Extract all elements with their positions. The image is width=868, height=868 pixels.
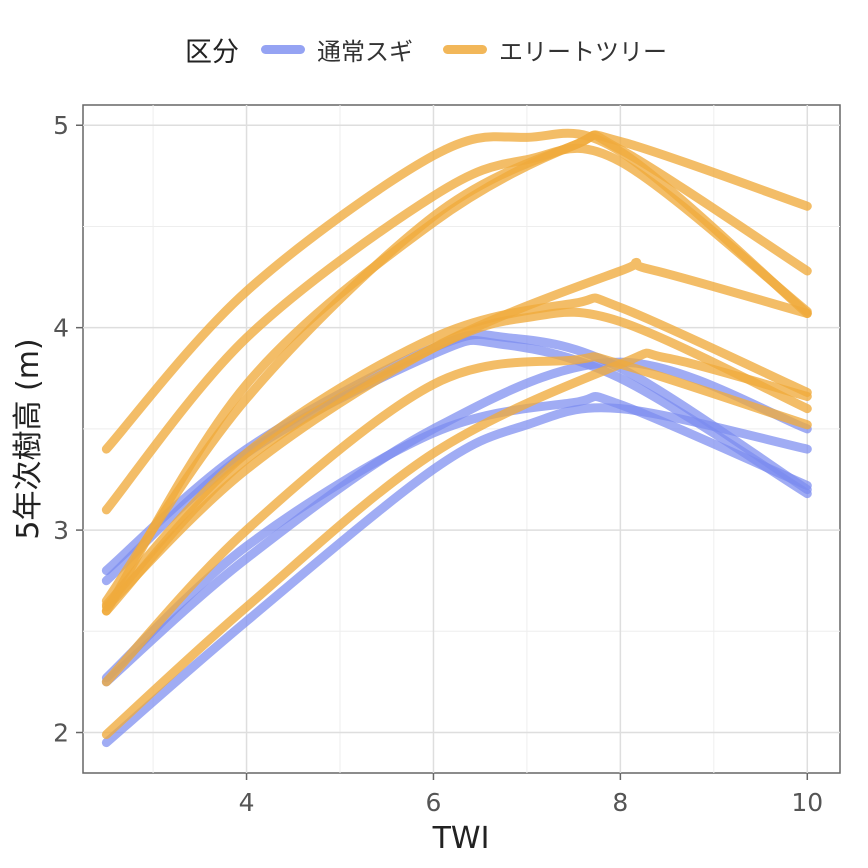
legend-item-normal: 通常スギ [261, 32, 413, 67]
series-line-elite-5 [101, 348, 812, 740]
series-group [101, 128, 812, 748]
x-axis-title: TWI [432, 821, 490, 856]
y-axis-title: 5年次樹高 (m) [11, 338, 46, 539]
series-line-elite-12 [101, 128, 812, 454]
legend-item-elite: エリートツリー [443, 32, 667, 67]
x-tick-label: 8 [612, 788, 628, 817]
legend-label-elite: エリートツリー [499, 37, 667, 66]
legend-swatch-elite [443, 44, 487, 54]
series-line-elite-10 [101, 143, 812, 515]
legend-swatch-normal [261, 44, 305, 54]
y-tick-label: 2 [53, 719, 69, 748]
grid [83, 105, 840, 773]
y-tick-label: 5 [53, 111, 69, 140]
series-line-normal-1 [101, 392, 812, 683]
legend-label-normal: 通常スギ [317, 37, 413, 66]
legend: 区分 通常スギ エリートツリー [0, 24, 868, 74]
x-tick-label: 4 [239, 788, 255, 817]
y-tick-label: 3 [53, 516, 69, 545]
x-tick-label: 10 [791, 788, 823, 817]
y-tick-label: 4 [53, 314, 69, 343]
series-line-elite-13 [101, 130, 812, 606]
series-line-elite-6 [101, 352, 812, 687]
series-line-normal-2 [101, 357, 812, 687]
legend-title: 区分 [185, 36, 239, 68]
ticks: 4 6 8 10 2 3 4 5 [53, 111, 823, 817]
series-line-elite-9 [101, 257, 812, 612]
x-tick-label: 6 [426, 788, 442, 817]
